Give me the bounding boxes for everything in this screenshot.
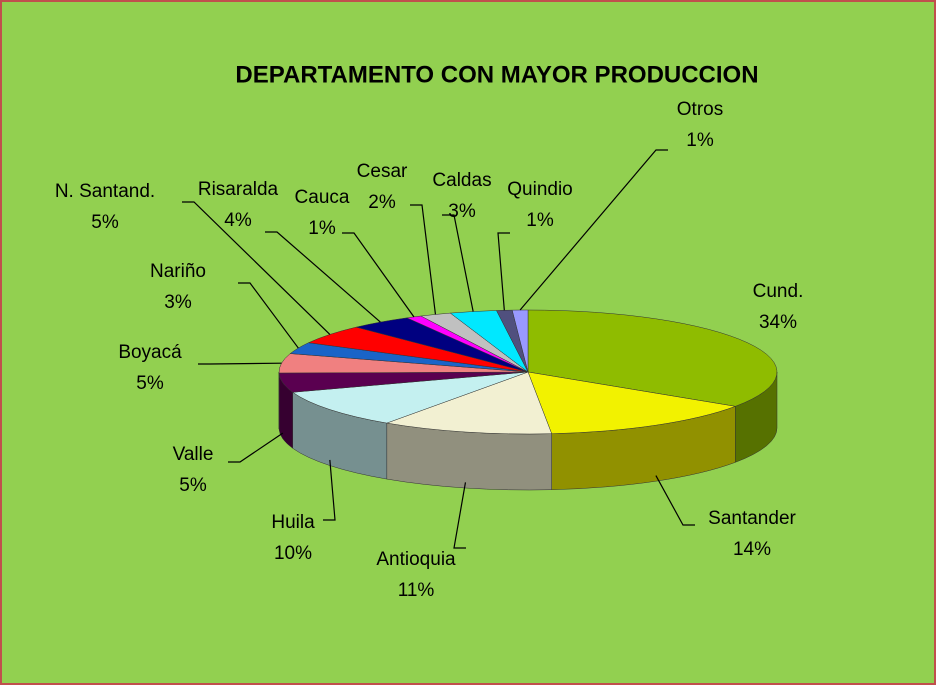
leader-line (519, 149, 668, 311)
leader-line (323, 459, 336, 521)
slice-value-label: 3% (164, 292, 192, 313)
slice (511, 309, 529, 373)
slice-label: Quindio (507, 179, 573, 200)
slice-value-label: 34% (759, 312, 797, 333)
slice (385, 371, 553, 435)
slice-value-label: 10% (274, 543, 312, 564)
slice-label: Huila (271, 512, 315, 533)
slice-label: Otros (677, 99, 723, 120)
leader-line (655, 475, 695, 526)
slice-value-label: 5% (179, 475, 207, 496)
slice-value-label: 14% (733, 539, 771, 560)
slice-label: Caldas (432, 170, 491, 191)
slice-label: Antioquia (376, 549, 456, 570)
slice-label: Santander (708, 508, 796, 529)
slice-value-label: 1% (686, 130, 714, 151)
leader-line (497, 232, 510, 311)
leader-line (198, 362, 282, 365)
slice-value-label: 5% (91, 212, 119, 233)
slice-value-label: 4% (224, 210, 252, 231)
slice (292, 371, 529, 424)
leader-line (410, 204, 437, 315)
leader-line (442, 214, 474, 312)
slice-label: Cauca (295, 187, 350, 208)
slice-label: N. Santand. (55, 181, 155, 202)
leader-line (265, 231, 381, 323)
leader-line (342, 232, 415, 318)
chart-title: DEPARTAMENTO CON MAYOR PRODUCCION (235, 61, 758, 88)
leader-line (238, 282, 299, 349)
slice-value-label: 11% (398, 580, 435, 601)
slice-label: Valle (173, 444, 214, 465)
slice-value-label: 1% (308, 218, 336, 239)
leader-line (453, 482, 467, 549)
slice-value-label: 1% (526, 210, 554, 231)
slice-label: Nariño (150, 261, 206, 282)
slice-label: Cesar (357, 161, 408, 182)
slice-label: Cund. (753, 281, 804, 302)
slice-value-label: 5% (136, 373, 164, 394)
slice-value-label: 3% (448, 201, 476, 222)
leader-line (182, 201, 331, 335)
slice-label: Boyacá (118, 342, 182, 363)
leader-line (228, 432, 284, 463)
slice (527, 371, 737, 434)
slice-label: Risaralda (198, 179, 279, 200)
slice-value-label: 2% (368, 192, 396, 213)
